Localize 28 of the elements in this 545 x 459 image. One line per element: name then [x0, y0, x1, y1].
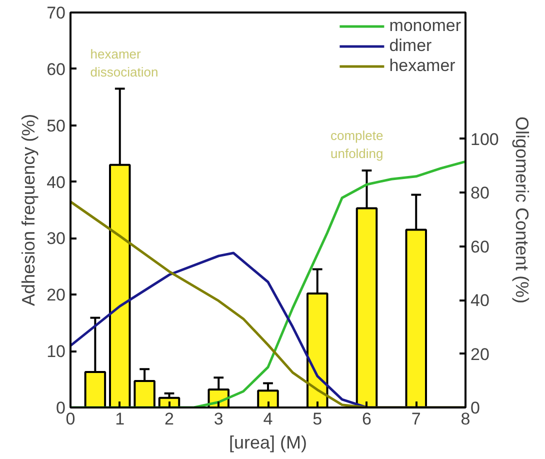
x-tick-label: 6: [362, 410, 372, 428]
y-tick-label: 20: [46, 286, 66, 305]
legend-label: dimer: [389, 36, 432, 56]
y2-tick-label: 40: [470, 291, 490, 310]
y2-tick-label: 100: [470, 130, 499, 149]
x-tick-label: 5: [312, 410, 322, 428]
x-axis-title: [urea] (M): [228, 432, 308, 452]
y-tick-label: 60: [46, 60, 66, 79]
x-tick-label: 1: [115, 410, 125, 428]
legend-label: monomer: [389, 16, 461, 36]
annotation: complete unfolding: [330, 128, 384, 162]
y-tick-label: 10: [46, 342, 66, 362]
y-tick-label: 50: [46, 116, 66, 136]
y2-tick-label: 20: [470, 344, 490, 364]
y2-axis-title: Oligomeric Content (%): [512, 116, 532, 304]
y-tick-label: 40: [46, 172, 66, 192]
x-tick-label: 7: [411, 410, 421, 428]
x-tick-label: 4: [263, 410, 273, 428]
x-tick-label: 3: [214, 410, 224, 428]
y-tick-label: 70: [46, 4, 66, 22]
x-tick-label: 2: [164, 410, 174, 428]
legend-label: hexamer: [389, 56, 456, 76]
y2-tick-label: 80: [470, 184, 490, 203]
x-tick-label: 8: [460, 410, 470, 428]
y2-tick-label: 60: [470, 237, 490, 256]
y-tick-label: 30: [46, 229, 66, 248]
annotation: hexamer dissociation: [90, 46, 158, 80]
y-axis-title: Adhesion frequency (%): [18, 114, 39, 306]
